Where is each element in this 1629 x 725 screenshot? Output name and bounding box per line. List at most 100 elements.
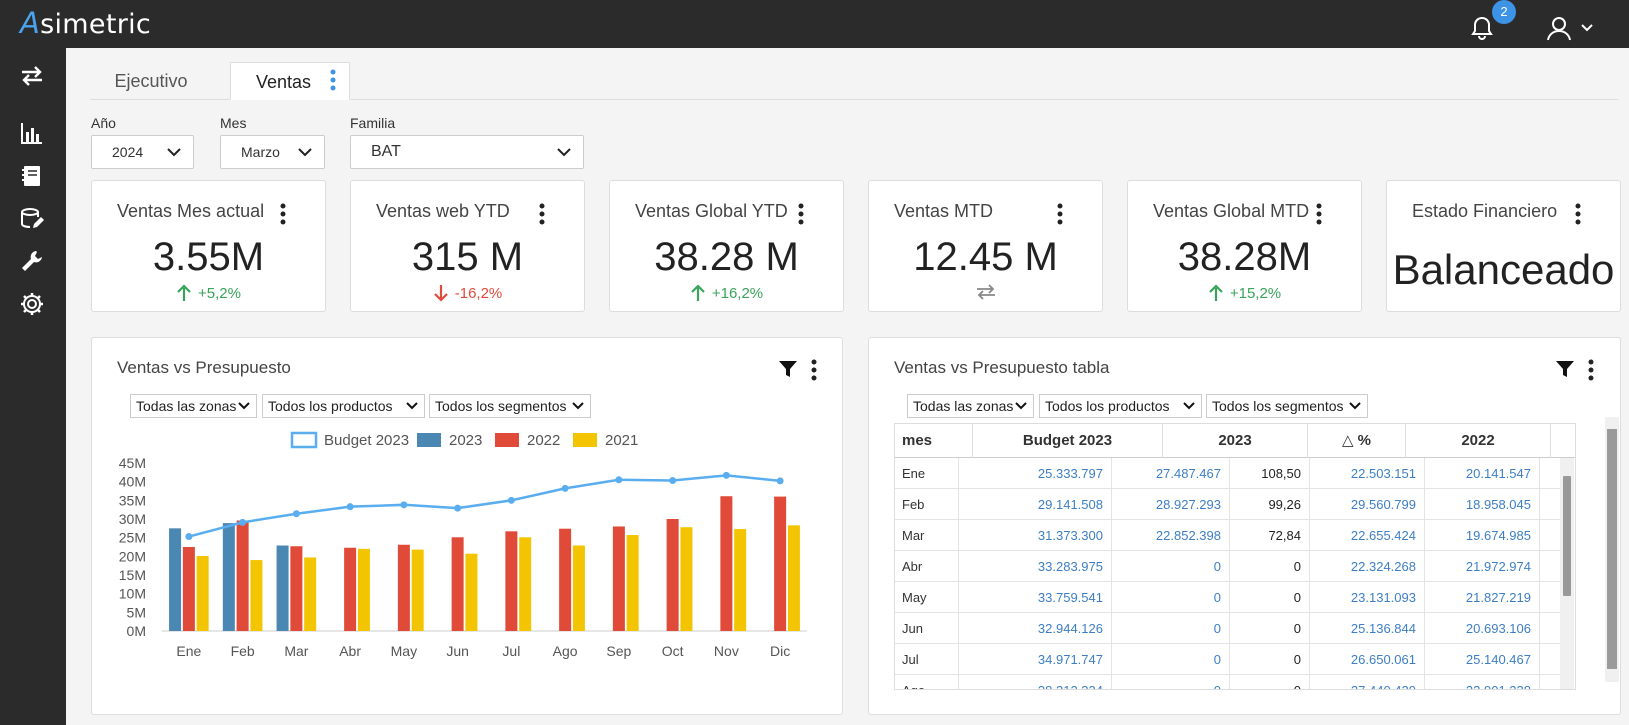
arrow-up-icon [177,284,191,301]
column-header[interactable]: Budget 2023 [973,424,1163,458]
table-cell: 72,84 [1230,520,1310,551]
y-tick-label: 20M [119,548,146,564]
product-dropdown[interactable]: Todos los productos [1039,394,1202,418]
x-tick-label: Mar [284,643,308,659]
budget-point [239,518,247,526]
table-cell: 22.852.398 [1112,520,1230,551]
notebook-icon[interactable] [19,163,45,189]
zone-dropdown[interactable]: Todas las zonas [130,394,257,418]
year-select[interactable]: 2024 [91,135,194,169]
app-logo[interactable]: Asimetric [20,6,152,40]
bar-2023 [169,528,182,631]
chevron-down-icon[interactable] [1580,22,1594,34]
table-cell: May [895,582,959,613]
budget-point [561,484,569,492]
y-tick-label: 5M [127,604,146,620]
kebab-menu-icon[interactable] [798,203,804,225]
top-bar: Asimetric 2 [0,0,1629,48]
budget-point [507,496,515,504]
segment-dropdown[interactable]: Todos los segmentos [429,394,591,418]
month-select[interactable]: Marzo [220,135,325,169]
kebab-menu-icon[interactable] [1316,203,1322,225]
legend-label: 2021 [605,432,638,449]
table-cell: 0 [1112,644,1230,675]
table-row[interactable]: Mar 31.373.300 22.852.398 72,84 22.655.424 19… [895,520,1565,551]
gear-icon[interactable] [19,291,45,317]
table-row[interactable]: May 33.759.541 0 0 23.131.093 21.827.219 [895,582,1565,613]
y-tick-label: 0M [127,623,146,639]
bar-2022 [666,519,679,631]
kpi-card-ventas-global-mtd: Ventas Global MTD 38.28M +15,2% [1127,180,1362,312]
filter-icon[interactable] [778,359,798,379]
table-row[interactable]: Ago38.212.3240027.440.42922.901.238 [895,675,1565,689]
database-edit-icon[interactable] [19,206,45,232]
zone-dropdown[interactable]: Todas las zonas [907,394,1034,418]
column-header[interactable]: mes [895,424,973,458]
product-dropdown[interactable]: Todos los productos [262,394,425,418]
tab-ventas[interactable]: Ventas [230,62,350,100]
wrench-icon[interactable] [19,248,45,274]
table-row[interactable]: Ene 25.333.797 27.487.467 108,50 22.503.151 2… [895,458,1565,489]
bar-2022 [451,537,464,631]
table-cell: 22.901.238 [1425,675,1540,689]
chevron-down-icon [1349,402,1361,410]
column-header[interactable]: 2023 [1163,424,1308,458]
user-icon[interactable] [1545,14,1573,42]
notification-badge[interactable]: 2 [1492,0,1516,24]
x-tick-label: Ene [176,643,201,659]
column-header[interactable]: △ % [1308,424,1406,458]
table-scrollbar[interactable] [1560,458,1574,689]
filter-icon[interactable] [1555,359,1575,379]
bar-2022 [182,547,195,631]
bar-2021 [680,527,693,631]
column-header[interactable]: 2022 [1406,424,1551,458]
panel-title: Ventas vs Presupuesto [117,358,291,377]
table-cell: 29.141.508 [959,489,1112,520]
scrollbar-thumb[interactable] [1607,429,1617,669]
kpi-value: 12.45 M [913,235,1058,279]
family-select[interactable]: BAT [350,135,584,169]
kebab-menu-icon[interactable] [1588,359,1594,381]
table-row[interactable]: Jun 32.944.126 0 0 25.136.844 20.693.106 [895,613,1565,644]
sales-vs-budget-chart: Budget 2023 2023 2022 2021 45M 40M 35M 30M 25M 20… [119,431,807,659]
budget-point [722,471,730,479]
table-cell: 22.324.268 [1310,551,1425,582]
tab-ejecutivo[interactable]: Ejecutivo [114,71,188,91]
bar-2023 [276,545,289,631]
y-tick-label: 30M [119,511,146,527]
budget-point [669,477,677,485]
bar-2021 [196,555,209,631]
table-cell: Abr [895,551,959,582]
scrollbar-thumb[interactable] [1563,476,1571,596]
table-cell: 99,26 [1230,489,1310,520]
kebab-menu-icon[interactable] [280,203,286,225]
table-cell: 0 [1230,675,1310,689]
table-cell: Ene [895,458,959,489]
bell-icon[interactable] [1468,14,1496,42]
table-row[interactable]: Feb 29.141.508 28.927.293 99,26 29.560.799 18… [895,489,1565,520]
table-cell: 18.958.045 [1425,489,1540,520]
kpi-card-ventas-web-ytd: Ventas web YTD 315 M -16,2% [350,180,585,312]
x-tick-label: Oct [662,643,684,659]
kebab-menu-icon[interactable] [811,359,817,381]
table-panel: Ventas vs Presupuesto tabla Todas las zo… [868,337,1621,715]
table-cell: 0 [1230,551,1310,582]
kebab-menu-icon[interactable] [539,203,545,225]
kebab-menu-icon[interactable] [330,69,336,91]
page-scrollbar[interactable] [1605,417,1619,682]
kebab-menu-icon[interactable] [1575,203,1581,225]
bar-chart-icon[interactable] [19,120,45,146]
bar-2021 [411,549,424,631]
tab-bar: Ejecutivo Ventas [90,60,1618,100]
swap-icon[interactable] [19,63,45,89]
sidebar [0,48,66,725]
bar-2022 [236,520,249,631]
table-cell: 28.927.293 [1112,489,1230,520]
kpi-value: Balanceado [1392,246,1615,293]
table-row[interactable]: Abr 33.283.975 0 0 22.324.268 21.972.974 [895,551,1565,582]
table-row[interactable]: Jul 34.971.747 0 0 26.650.061 25.140.467 [895,644,1565,675]
segment-dropdown[interactable]: Todos los segmentos [1206,394,1368,418]
x-tick-label: May [391,643,417,659]
table-cell: 34.971.747 [959,644,1112,675]
kebab-menu-icon[interactable] [1057,203,1063,225]
